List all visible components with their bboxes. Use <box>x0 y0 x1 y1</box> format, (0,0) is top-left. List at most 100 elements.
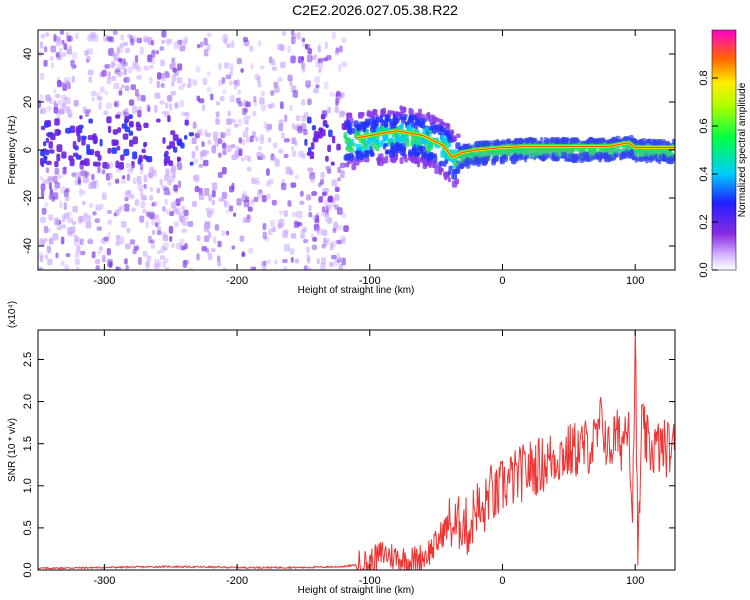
heatmap-cell <box>268 228 273 236</box>
heatmap-cell <box>451 172 458 180</box>
heatmap-cell <box>216 101 221 106</box>
heatmap-cell <box>206 87 212 93</box>
heatmap-cell <box>258 189 263 194</box>
heatmap-cell <box>656 150 660 155</box>
heatmap-cell <box>123 41 129 47</box>
heatmap-cell <box>335 47 340 54</box>
heatmap-cell <box>313 130 320 138</box>
heatmap-cell <box>47 258 53 266</box>
heatmap-cell <box>96 226 103 231</box>
heatmap-cell <box>132 151 138 160</box>
heatmap-cell <box>643 149 649 157</box>
heatmap-cell <box>231 119 237 124</box>
heatmap-cell <box>648 155 654 161</box>
heatmap-cell <box>87 34 94 42</box>
heatmap-cell <box>84 49 89 56</box>
heatmap-cell <box>107 125 112 134</box>
heatmap-cell <box>66 35 72 42</box>
heatmap-cell <box>121 84 125 89</box>
heatmap-cell <box>206 43 211 52</box>
heatmap-cell <box>365 120 370 129</box>
heatmap-cell <box>123 203 130 212</box>
heatmap-cell <box>176 163 182 168</box>
heatmap-cell <box>311 125 317 131</box>
heatmap-cell <box>663 148 669 154</box>
heatmap-cell <box>334 204 340 211</box>
heatmap-cell <box>212 147 217 154</box>
heatmap-cell <box>48 214 54 221</box>
heatmap-cell <box>235 152 240 159</box>
heatmap-cell <box>259 97 265 105</box>
heatmap-cell <box>260 65 264 70</box>
heatmap-cell <box>162 137 166 144</box>
heatmap-cell <box>61 52 67 58</box>
heatmap-cell <box>206 210 212 218</box>
heatmap-cell <box>119 236 125 245</box>
heatmap-cell <box>243 116 249 125</box>
heatmap-cell <box>139 188 144 197</box>
heatmap-cell <box>271 199 277 206</box>
heatmap-cell <box>46 167 50 174</box>
heatmap-cell <box>149 195 154 201</box>
heatmap-cell <box>129 164 134 171</box>
heatmap-cell <box>107 219 112 225</box>
heatmap-cell <box>171 80 175 87</box>
heatmap-cell <box>88 203 94 208</box>
heatmap-cell <box>170 130 176 136</box>
heatmap-cell <box>154 200 158 207</box>
heatmap-cell <box>132 105 138 114</box>
heatmap-cell <box>126 173 130 181</box>
heatmap-cell <box>149 212 156 220</box>
heatmap-cell <box>289 81 293 87</box>
heatmap-cell <box>538 149 544 155</box>
heatmap-cell <box>318 182 322 188</box>
heatmap-cell <box>143 185 148 190</box>
heatmap-cell <box>46 105 52 112</box>
heatmap-cell <box>321 187 328 193</box>
heatmap-cell <box>114 178 120 184</box>
heatmap-cell <box>245 101 251 108</box>
heatmap-cell <box>143 141 148 147</box>
heatmap-cell <box>337 177 341 182</box>
heatmap-cell <box>170 168 175 175</box>
heatmap-cell <box>307 257 311 264</box>
heatmap-cell <box>503 154 507 160</box>
heatmap-cell <box>119 42 125 48</box>
heatmap-cell <box>107 181 112 186</box>
heatmap-cell <box>173 41 179 50</box>
heatmap-cell <box>607 154 613 160</box>
heatmap-cell <box>241 252 246 258</box>
heatmap-cell <box>363 150 370 158</box>
heatmap-cell <box>173 184 178 192</box>
heatmap-cell <box>260 154 266 160</box>
heatmap-cell <box>377 157 381 165</box>
heatmap-cell <box>138 105 142 111</box>
heatmap-cell <box>381 157 386 164</box>
heatmap-cell <box>143 174 148 183</box>
heatmap-cell <box>370 152 375 157</box>
heatmap-cell <box>329 92 335 97</box>
heatmap-cell <box>260 90 265 97</box>
heatmap-cell <box>57 100 62 105</box>
heatmap-cell <box>173 68 179 76</box>
heatmap-cell <box>294 174 300 180</box>
heatmap-cell <box>43 225 49 234</box>
heatmap-cell <box>217 172 223 179</box>
heatmap-cell <box>315 84 320 89</box>
heatmap-cell <box>255 177 260 184</box>
heatmap-cell <box>161 39 166 44</box>
heatmap-cell <box>151 219 156 226</box>
heatmap-cell <box>347 120 351 127</box>
heatmap-cell <box>447 177 451 183</box>
heatmap-cell <box>388 150 395 158</box>
heatmap-cell <box>438 166 443 174</box>
heatmap-cell <box>394 143 399 152</box>
heatmap-cell <box>543 136 548 145</box>
heatmap-cell <box>346 112 350 120</box>
heatmap-cell <box>203 49 209 57</box>
heatmap-cell <box>196 253 200 261</box>
heatmap-cell <box>318 196 324 203</box>
heatmap-cell <box>417 141 423 147</box>
heatmap-cell <box>292 90 299 98</box>
